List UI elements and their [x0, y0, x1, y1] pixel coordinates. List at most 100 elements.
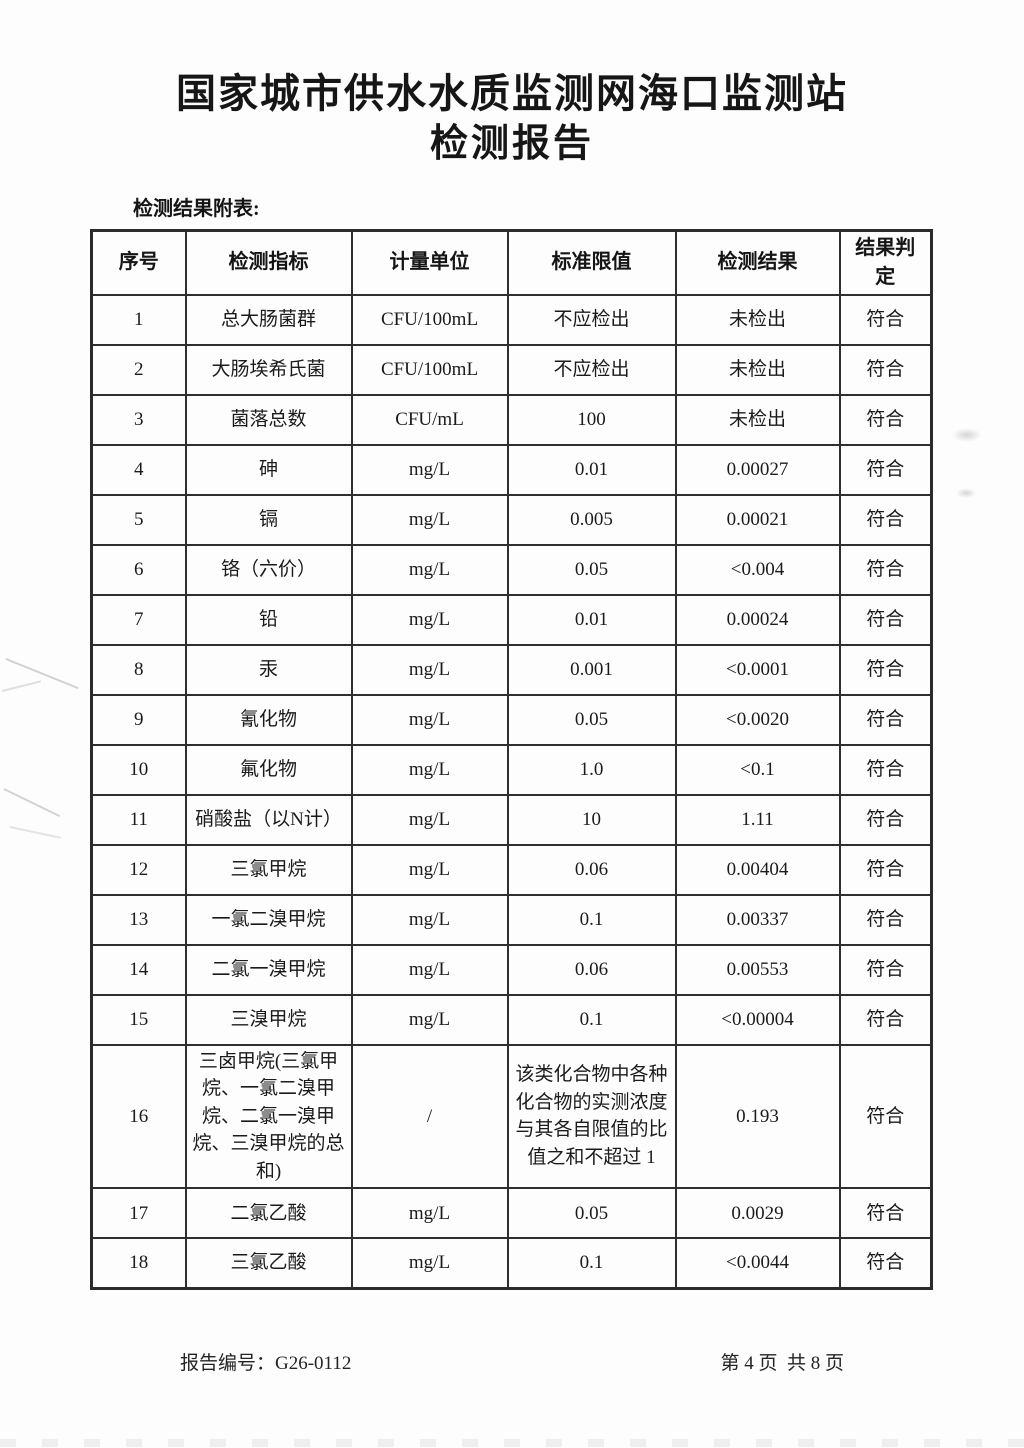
- scan-artifact-left-3: [3, 788, 61, 817]
- table-cell: 未检出: [674, 393, 841, 446]
- report-number: 报告编号：G26-0112: [180, 1352, 352, 1374]
- table-cell: 符合: [838, 593, 933, 646]
- table-cell: mg/L: [350, 993, 509, 1046]
- table-row: 18 三氯乙酸 mg/L 0.1 <0.0044 符合: [90, 1237, 933, 1290]
- scan-artifact-left-1: [5, 658, 79, 689]
- table-body: 1 总大肠菌群 CFU/100mL 不应检出 未检出 符合 2 大肠埃希氏菌 CFU/100mL…: [90, 293, 933, 1290]
- table-cell: 0.1: [506, 893, 677, 946]
- table-cell: 1: [90, 293, 187, 346]
- table-cell: mg/L: [350, 843, 509, 896]
- table-cell: 0.005: [506, 493, 677, 546]
- table-cell: 符合: [838, 1237, 933, 1290]
- table-cell: <0.0044: [674, 1237, 841, 1290]
- table-cell: 0.00024: [674, 593, 841, 646]
- table-header-row: 序号 检测指标 计量单位 标准限值 检测结果 结果判定: [90, 229, 933, 296]
- table-cell: 二氯乙酸: [184, 1187, 353, 1240]
- table-cell: 14: [90, 943, 187, 996]
- table-row: 7 铅 mg/L 0.01 0.00024 符合: [90, 593, 933, 646]
- table-cell: <0.1: [674, 743, 841, 796]
- table-cell: 0.001: [506, 643, 677, 696]
- table-cell: 10: [90, 743, 187, 796]
- report-title-line1: 国家城市供水水质监测网海口监测站: [176, 71, 848, 116]
- table-cell: 符合: [838, 993, 933, 1046]
- table-cell: 不应检出: [506, 293, 677, 346]
- report-title-line2: 检测报告: [429, 123, 594, 165]
- table-row: 9 氰化物 mg/L 0.05 <0.0020 符合: [90, 693, 933, 746]
- table-cell: 铅: [184, 593, 353, 646]
- table-cell: 氟化物: [184, 743, 353, 796]
- table-row: 11 硝酸盐（以N计） mg/L 10 1.11 符合: [90, 793, 933, 846]
- table-cell: 0.01: [506, 593, 677, 646]
- table-cell: mg/L: [350, 693, 509, 746]
- scan-artifact-right-1: [952, 428, 982, 442]
- scan-artifact-bottom: [0, 1439, 1024, 1447]
- table-cell: CFU/mL: [350, 393, 509, 446]
- table-cell: 未检出: [674, 293, 841, 346]
- table-cell: 符合: [838, 393, 933, 446]
- table-cell: 三卤甲烷(三氯甲烷、一氯二溴甲烷、二氯一溴甲烷、三溴甲烷的总和): [184, 1043, 353, 1190]
- table-cell: 0.1: [506, 1237, 677, 1290]
- table-cell: 0.06: [506, 843, 677, 896]
- table-cell: 符合: [838, 1043, 933, 1190]
- table-cell: <0.00004: [674, 993, 841, 1046]
- page-number: 第 4 页 共 8 页: [720, 1352, 844, 1374]
- table-cell: 符合: [838, 293, 933, 346]
- table-row: 12 三氯甲烷 mg/L 0.06 0.00404 符合: [90, 843, 933, 896]
- table-cell: 16: [90, 1043, 187, 1190]
- table-row: 8 汞 mg/L 0.001 <0.0001 符合: [90, 643, 933, 696]
- table-cell: CFU/100mL: [350, 343, 509, 396]
- table-cell: 二氯一溴甲烷: [184, 943, 353, 996]
- table-cell: 2: [90, 343, 187, 396]
- table-cell: mg/L: [350, 1237, 509, 1290]
- column-header: 检测指标: [184, 229, 353, 296]
- table-cell: 0.0029: [674, 1187, 841, 1240]
- table-cell: 符合: [838, 843, 933, 896]
- table-row: 13 一氯二溴甲烷 mg/L 0.1 0.00337 符合: [90, 893, 933, 946]
- table-cell: 0.00553: [674, 943, 841, 996]
- table-cell: mg/L: [350, 443, 509, 496]
- table-cell: 符合: [838, 693, 933, 746]
- column-header: 计量单位: [350, 229, 509, 296]
- table-cell: <0.0001: [674, 643, 841, 696]
- scan-artifact-left-4: [9, 826, 62, 839]
- table-cell: 砷: [184, 443, 353, 496]
- table-cell: 3: [90, 393, 187, 446]
- table-cell: 0.05: [506, 1187, 677, 1240]
- table-cell: 5: [90, 493, 187, 546]
- page-footer: 报告编号：G26-0112 第 4 页 共 8 页: [0, 1348, 1024, 1375]
- table-row: 10 氟化物 mg/L 1.0 <0.1 符合: [90, 743, 933, 796]
- table-row: 17 二氯乙酸 mg/L 0.05 0.0029 符合: [90, 1187, 933, 1240]
- table-row: 16 三卤甲烷(三氯甲烷、一氯二溴甲烷、二氯一溴甲烷、三溴甲烷的总和) / 该类化合物…: [90, 1043, 933, 1190]
- table-cell: 汞: [184, 643, 353, 696]
- table-cell: 4: [90, 443, 187, 496]
- table-cell: 一氯二溴甲烷: [184, 893, 353, 946]
- table-cell: 符合: [838, 443, 933, 496]
- table-cell: 10: [506, 793, 677, 846]
- table-cell: 18: [90, 1237, 187, 1290]
- table-cell: /: [350, 1043, 509, 1190]
- column-header: 结果判定: [838, 229, 933, 296]
- table-cell: CFU/100mL: [350, 293, 509, 346]
- table-row: 4 砷 mg/L 0.01 0.00027 符合: [90, 443, 933, 496]
- table-cell: 0.1: [506, 993, 677, 1046]
- column-header: 序号: [90, 229, 187, 296]
- table-cell: 6: [90, 543, 187, 596]
- table-cell: 0.06: [506, 943, 677, 996]
- table-cell: 镉: [184, 493, 353, 546]
- table-cell: 氰化物: [184, 693, 353, 746]
- table-cell: 总大肠菌群: [184, 293, 353, 346]
- table-cell: 1.11: [674, 793, 841, 846]
- table-cell: 0.05: [506, 693, 677, 746]
- table-cell: 0.01: [506, 443, 677, 496]
- table-row: 14 二氯一溴甲烷 mg/L 0.06 0.00553 符合: [90, 943, 933, 996]
- table-cell: 未检出: [674, 343, 841, 396]
- table-cell: mg/L: [350, 593, 509, 646]
- table-cell: 1.0: [506, 743, 677, 796]
- table-cell: <0.0020: [674, 693, 841, 746]
- table-row: 3 菌落总数 CFU/mL 100 未检出 符合: [90, 393, 933, 446]
- table-cell: 三溴甲烷: [184, 993, 353, 1046]
- table-cell: mg/L: [350, 493, 509, 546]
- table-cell: 0.05: [506, 543, 677, 596]
- table-cell: 大肠埃希氏菌: [184, 343, 353, 396]
